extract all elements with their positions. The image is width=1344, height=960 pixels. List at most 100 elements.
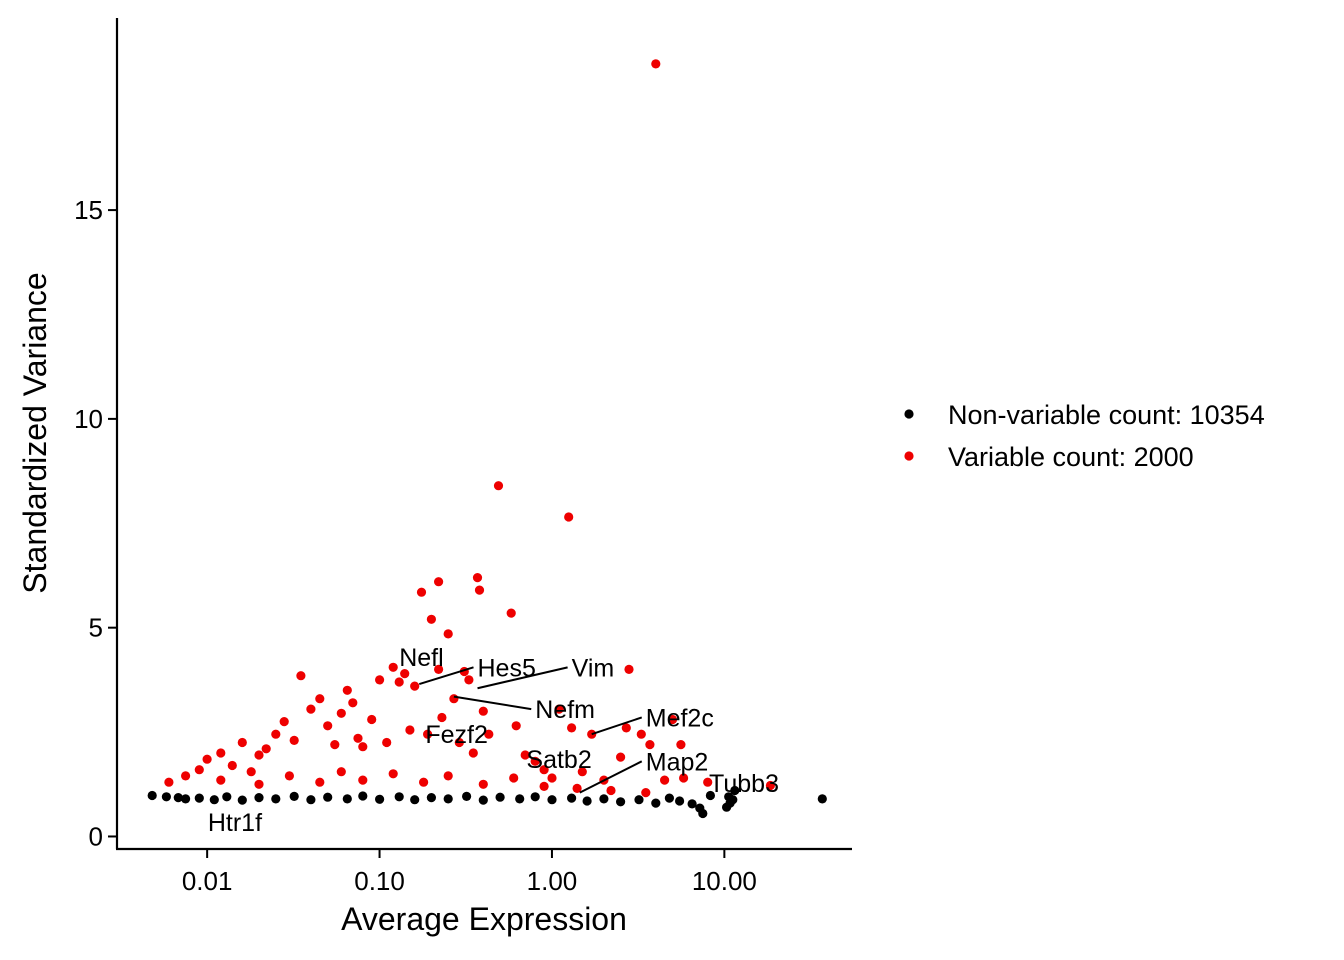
variable-point: [400, 669, 410, 679]
variable-point: [306, 704, 316, 714]
variable-point: [624, 664, 634, 675]
non-variable-point: [547, 795, 557, 805]
variable-point: [375, 675, 385, 685]
variable-point: [202, 754, 212, 764]
legend-key: [904, 451, 914, 461]
y-ticks: 0 5 10 15: [74, 195, 117, 851]
variable-point: [464, 675, 474, 685]
x-tick-label: 1.00: [527, 866, 578, 896]
non-variable-point: [289, 791, 299, 802]
non-variable-point: [426, 793, 436, 803]
variable-point: [434, 664, 444, 675]
variable-point: [606, 785, 616, 796]
variable-point: [416, 587, 427, 597]
variable-point: [636, 729, 646, 739]
legend-label: Variable count: 2000: [948, 442, 1194, 472]
variable-point: [651, 59, 661, 69]
non-variable-point: [698, 808, 708, 819]
non-variable-point: [254, 793, 264, 803]
variable-point: [419, 777, 429, 787]
y-tick-label: 0: [89, 821, 103, 851]
non-variable-point: [323, 792, 333, 802]
x-tick-label: 0.10: [354, 866, 405, 896]
non-variable-point: [651, 798, 661, 808]
variable-point: [342, 685, 352, 695]
non-variable-point: [222, 792, 232, 802]
gene-label-leader: [579, 760, 643, 794]
legend: Non-variable count: 10354 Variable count:…: [904, 400, 1265, 472]
variable-point: [388, 769, 398, 779]
legend-key: [904, 409, 914, 419]
variable-point: [493, 481, 504, 491]
variable-point: [478, 779, 488, 789]
non-variable-point: [209, 795, 219, 805]
non-variable-point: [410, 795, 420, 805]
variable-point: [667, 714, 678, 725]
variable-point: [353, 733, 363, 743]
gene-label: Fezf2: [425, 721, 488, 749]
non-variable-point: [687, 799, 697, 809]
non-variable-point: [443, 794, 453, 804]
gene-label: Htr1f: [208, 809, 262, 837]
non-variable-point: [616, 797, 626, 807]
x-tick-label: 10.00: [692, 866, 757, 896]
y-tick-label: 5: [89, 613, 103, 643]
variable-point: [227, 760, 237, 771]
variable-point: [621, 723, 631, 733]
non-variable-point: [705, 790, 716, 801]
non-variable-point: [173, 793, 183, 803]
gene-label-leader: [418, 666, 474, 686]
non-variable-point: [817, 794, 827, 804]
gene-label: Mef2c: [646, 704, 714, 732]
label-lines-layer: [418, 666, 643, 794]
variable-point: [564, 512, 574, 522]
variable-point: [216, 748, 226, 758]
gene-label-leader: [477, 666, 568, 690]
variable-point: [506, 608, 516, 618]
variable-point: [410, 681, 420, 691]
non-variable-point: [599, 794, 609, 804]
variable-point: [284, 771, 294, 781]
variable-point: [296, 671, 306, 681]
variable-point: [367, 714, 377, 725]
non-variable-point: [161, 792, 171, 802]
gene-label: Tubb3: [709, 770, 779, 798]
non-variable-point: [567, 793, 577, 803]
variable-point: [539, 765, 549, 775]
non-variable-point: [271, 794, 281, 804]
variable-point: [472, 573, 483, 583]
variable-point: [520, 750, 530, 760]
variable-point: [388, 662, 398, 672]
variable-point: [443, 771, 453, 781]
variable-point: [577, 767, 587, 777]
variable-point: [289, 735, 299, 746]
non-variable-point: [237, 795, 247, 805]
variable-point: [216, 775, 226, 785]
non-variable-point: [634, 795, 644, 805]
non-variable-point: [394, 792, 404, 802]
non-variable-point: [724, 792, 734, 802]
variable-point: [443, 629, 453, 639]
variable-point: [164, 777, 174, 787]
variable-point: [323, 721, 333, 731]
variable-point: [181, 771, 191, 781]
variable-point: [336, 767, 346, 777]
gene-label-leader: [591, 716, 643, 736]
non-variable-point: [375, 794, 385, 804]
variable-point: [315, 694, 325, 704]
gene-label: Satb2: [526, 746, 591, 774]
variable-point: [237, 737, 247, 748]
variable-point: [554, 704, 564, 714]
variable-point: [358, 742, 368, 752]
variable-point: [279, 717, 289, 727]
variable-point: [330, 740, 340, 750]
variable-point: [511, 721, 521, 731]
variable-point: [641, 788, 651, 798]
non-variable-point: [515, 794, 525, 804]
variable-point: [434, 577, 444, 587]
non-variable-point: [147, 790, 157, 801]
y-tick-label: 10: [74, 404, 103, 434]
non-variable-point: [530, 792, 540, 802]
variable-point: [382, 737, 392, 748]
